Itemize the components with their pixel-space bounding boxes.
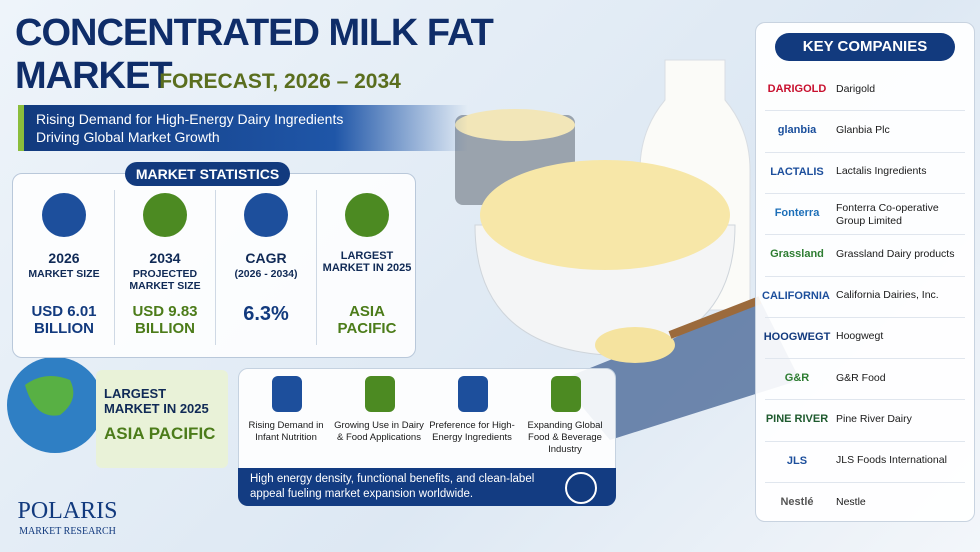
divider [765,192,965,194]
company-logo: DARIGOLD [767,83,827,95]
divider [765,110,965,112]
company-name: Nestle [836,495,866,508]
company-name: Darigold [836,82,876,95]
stat-caption: PROJECTED MARKET SIZE [129,268,201,292]
company-name: JLS Foods International [836,454,947,467]
divider [765,316,965,318]
highlight-box: LARGEST MARKET IN 2025 ASIA PACIFIC [96,370,228,468]
stat-value: ASIA PACIFIC [337,303,397,337]
stat-value: USD 9.83 BILLION [132,303,198,337]
company-logo: Nestlé [780,496,814,508]
stat-icon [42,193,86,237]
divider [215,190,216,345]
companies-panel [755,22,975,522]
company-logo: G&R [784,372,810,385]
divider [316,190,317,345]
company-name: Fonterra Co-operative Group Limited [836,201,939,227]
driver-icon [365,376,395,412]
divider [114,190,115,345]
stat-icon [143,193,187,237]
globe-land [25,376,74,416]
company-logo: PINE RIVER [765,413,829,426]
driver-icon [551,376,581,412]
brand-tagline: MARKET RESEARCH [19,526,116,537]
brand-name: POLARIS [17,498,118,524]
cloth [560,300,800,440]
title: CONCENTRATED MILK FAT MARKET [15,12,494,97]
milk-fat [480,160,730,270]
can-top [455,109,575,141]
divider [765,358,965,360]
driver-label: Rising Demand in Infant Nutrition [248,420,324,443]
stat-caption: MARKET SIZE [28,268,100,280]
company-logo: LACTALIS [770,165,824,178]
stat-icon [244,193,288,237]
stat-heading: 2034 [149,250,181,266]
banner: Rising Demand for High-Energy Dairy Ingr… [18,105,468,151]
company-logo: Grassland [770,248,824,261]
company-logo: CALIFORNIA MILK [762,289,832,302]
highlight-value: ASIA PACIFIC [104,424,216,443]
driver-label: Preference for High-Energy Ingredients [429,420,515,443]
banner-line: Rising Demand for High-Energy Dairy Ingr… [36,111,344,127]
company-logo: HOOGWEGT [763,330,831,343]
subtitle: FORECAST, 2026 – 2034 [159,70,401,93]
company-name: California Dairies, Inc. [836,289,939,301]
company-name: Lactalis Ingredients [836,165,927,178]
divider [765,482,965,483]
companies-heading: KEY COMPANIES [775,33,955,61]
driver-label: Expanding Global Food & Beverage Industr… [527,420,603,455]
banner-line: Driving Global Market Growth [36,129,220,145]
company-logo: JLS [786,454,808,467]
stat-caption: (2026 - 2034) [234,268,298,280]
leaf-icon [565,472,597,504]
stat-icon [345,193,389,237]
company-name: Hoogwegt [836,330,884,343]
drivers-note: High energy density, functional benefits… [238,468,616,506]
stat-value: 6.3% [243,303,289,325]
stat-heading: 2026 [48,250,80,266]
divider [765,151,965,153]
company-logo: glanbia [777,124,817,137]
driver-label: Growing Use in Dairy & Food Applications [334,420,424,443]
company-name: G&R Food [836,371,886,384]
company-name: Grassland Dairy products [836,247,955,260]
company-logo: Fonterra [774,206,820,219]
company-name: Pine River Dairy [836,412,912,425]
stat-value: USD 6.01 BILLION [31,303,97,337]
divider [765,440,965,442]
divider [765,234,965,236]
stat-heading: CAGR [245,250,287,266]
driver-icon [272,376,302,412]
company-name: Glanbia Plc [836,123,890,136]
spoon-fat [595,327,675,363]
driver-icon [458,376,488,412]
spoon [668,296,762,339]
statistics-heading: MARKET STATISTICS [125,162,290,186]
divider [765,399,965,401]
stat-heading: LARGEST MARKET IN 2025 [322,250,412,274]
highlight-heading: LARGEST MARKET IN 2025 [104,386,209,416]
divider [765,275,965,277]
